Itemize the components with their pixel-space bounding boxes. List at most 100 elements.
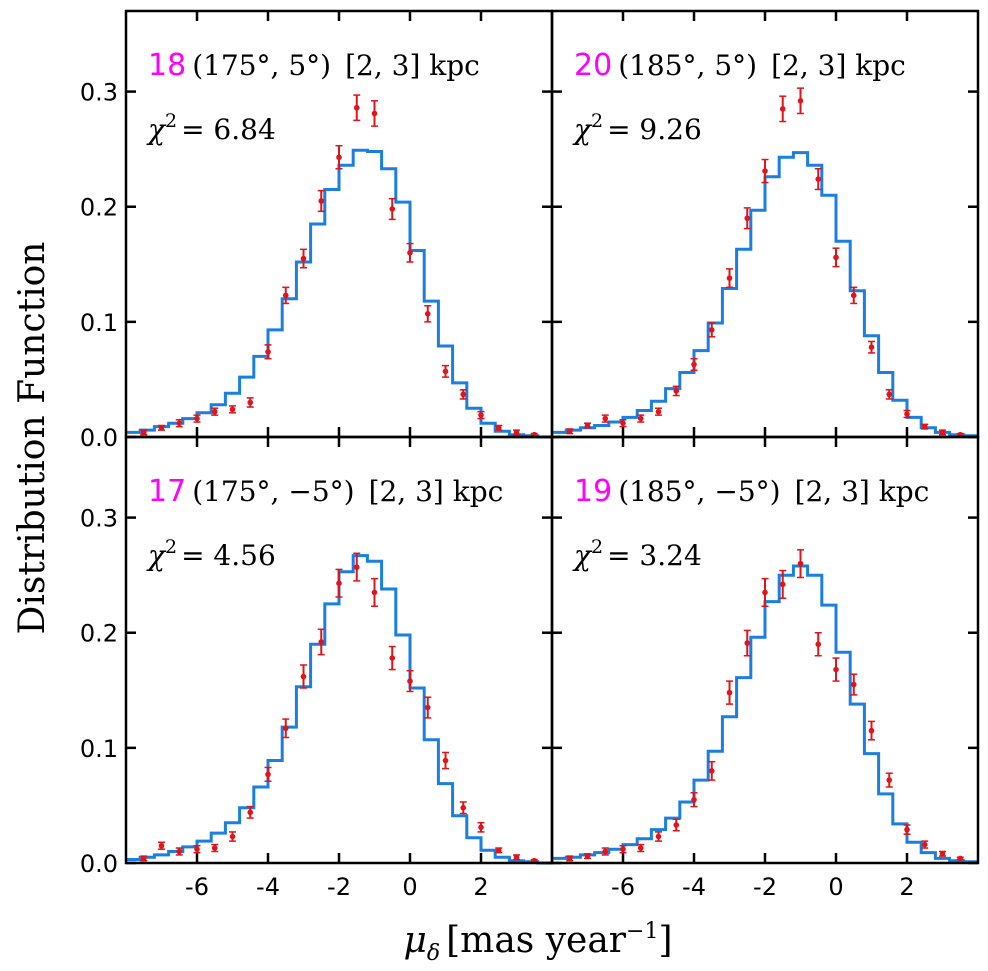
panel-annotation: 20 (185°, 5°) [2, 3] kpc xyxy=(574,48,906,83)
data-point xyxy=(318,198,325,204)
data-point xyxy=(762,589,768,596)
data-point xyxy=(300,673,307,680)
data-point xyxy=(797,560,804,567)
data-point xyxy=(353,564,360,570)
data-point xyxy=(318,639,325,645)
panel-coordinates: (175°, −5°) xyxy=(192,475,354,508)
panel-bottom-left: 0.0 0.1 0.2 0.3 -6 -4 -2 0 2 17 (175°, −5°) [2, 3] … xyxy=(80,435,554,901)
y-tick-label: 0.2 xyxy=(80,194,118,222)
data-point xyxy=(673,388,680,394)
data-point xyxy=(336,580,342,587)
data-point xyxy=(424,311,431,317)
data-point xyxy=(460,391,467,398)
data-point xyxy=(850,681,857,688)
data-point xyxy=(833,666,839,673)
data-point xyxy=(691,796,697,803)
chi-squared-label: χ2 = 6.84 xyxy=(146,110,276,146)
data-point xyxy=(407,678,413,684)
x-axis-subscript: δ xyxy=(427,941,440,966)
x-tick-label: -2 xyxy=(327,873,351,901)
data-point xyxy=(176,420,183,426)
data-point xyxy=(655,408,662,415)
chi-symbol: χ xyxy=(572,539,593,572)
chi-superscript: 2 xyxy=(591,110,603,132)
data-point xyxy=(904,826,910,833)
data-point xyxy=(495,847,502,854)
data-point xyxy=(478,412,484,418)
data-point xyxy=(602,415,609,422)
data-point xyxy=(371,110,378,117)
x-tick-label: 2 xyxy=(473,873,488,901)
data-point xyxy=(708,768,715,774)
data-point xyxy=(211,845,218,851)
data-point xyxy=(211,408,218,415)
data-point xyxy=(513,429,520,436)
chi-value: = 9.26 xyxy=(607,113,702,146)
model-histogram-line xyxy=(552,564,978,864)
data-point xyxy=(495,424,502,431)
panel-annotation: 19 (185°, −5°) [2, 3] kpc xyxy=(574,474,929,509)
data-point xyxy=(921,841,928,848)
x-axis-unit: [mas year xyxy=(446,920,627,961)
data-point xyxy=(353,104,360,111)
chi-value: = 6.84 xyxy=(181,113,276,146)
data-point xyxy=(513,854,520,861)
data-point xyxy=(424,704,431,711)
x-tick-label: 0 xyxy=(828,873,843,901)
data-point xyxy=(708,327,715,333)
x-tick-label: -6 xyxy=(185,873,209,901)
data-point xyxy=(620,420,626,426)
chi-squared-label: χ2 = 9.26 xyxy=(572,110,702,146)
panel-number: 20 xyxy=(574,48,612,83)
data-point xyxy=(673,822,680,828)
y-tick-label: 0.3 xyxy=(80,505,118,533)
y-tick-label: 0.1 xyxy=(80,309,118,337)
model-histogram-line xyxy=(126,554,552,865)
data-point xyxy=(637,845,644,851)
chi-symbol: χ xyxy=(146,113,167,146)
data-point xyxy=(247,809,254,816)
data-point xyxy=(460,804,467,811)
x-tick-label: -4 xyxy=(682,873,706,901)
data-point xyxy=(939,850,946,857)
panel-frame xyxy=(550,9,980,439)
x-axis-close: ] xyxy=(658,920,672,961)
panel-distance-range: [2, 3] kpc xyxy=(771,49,906,82)
data-point xyxy=(815,176,822,182)
panel-top-right: 20 (185°, 5°) [2, 3] kpc χ2 = 9.26 xyxy=(550,9,980,439)
y-tick-label: 0.2 xyxy=(80,620,118,648)
data-point xyxy=(815,641,822,648)
data-point xyxy=(229,406,236,413)
panel-coordinates: (185°, −5°) xyxy=(618,475,780,508)
data-point xyxy=(407,249,413,256)
chi-symbol: χ xyxy=(572,113,593,146)
data-point xyxy=(442,757,449,764)
x-axis-exponent: −1 xyxy=(626,919,658,944)
panel-distance-range: [2, 3] kpc xyxy=(345,49,480,82)
x-tick-label: -2 xyxy=(753,873,777,901)
panel-distance-range: [2, 3] kpc xyxy=(369,475,504,508)
chi-superscript: 2 xyxy=(165,110,177,132)
panel-annotation: 17 (175°, −5°) [2, 3] kpc xyxy=(148,474,503,509)
model-histogram-line xyxy=(552,151,978,438)
data-point xyxy=(886,777,893,783)
data-point xyxy=(957,855,964,862)
panel-coordinates: (185°, 5°) xyxy=(618,49,757,82)
x-tick-label: -6 xyxy=(611,873,635,901)
data-point xyxy=(371,589,378,596)
data-point xyxy=(655,833,662,840)
data-point xyxy=(176,848,183,855)
data-point xyxy=(194,846,200,852)
data-point xyxy=(300,255,307,262)
panel-frame xyxy=(550,435,980,865)
data-point xyxy=(868,344,875,350)
y-axis-title: Distribution Function xyxy=(12,242,53,635)
data-point xyxy=(637,415,644,422)
data-point xyxy=(779,581,786,588)
data-point xyxy=(904,411,910,417)
data-point xyxy=(442,368,449,375)
data-point xyxy=(602,848,609,855)
